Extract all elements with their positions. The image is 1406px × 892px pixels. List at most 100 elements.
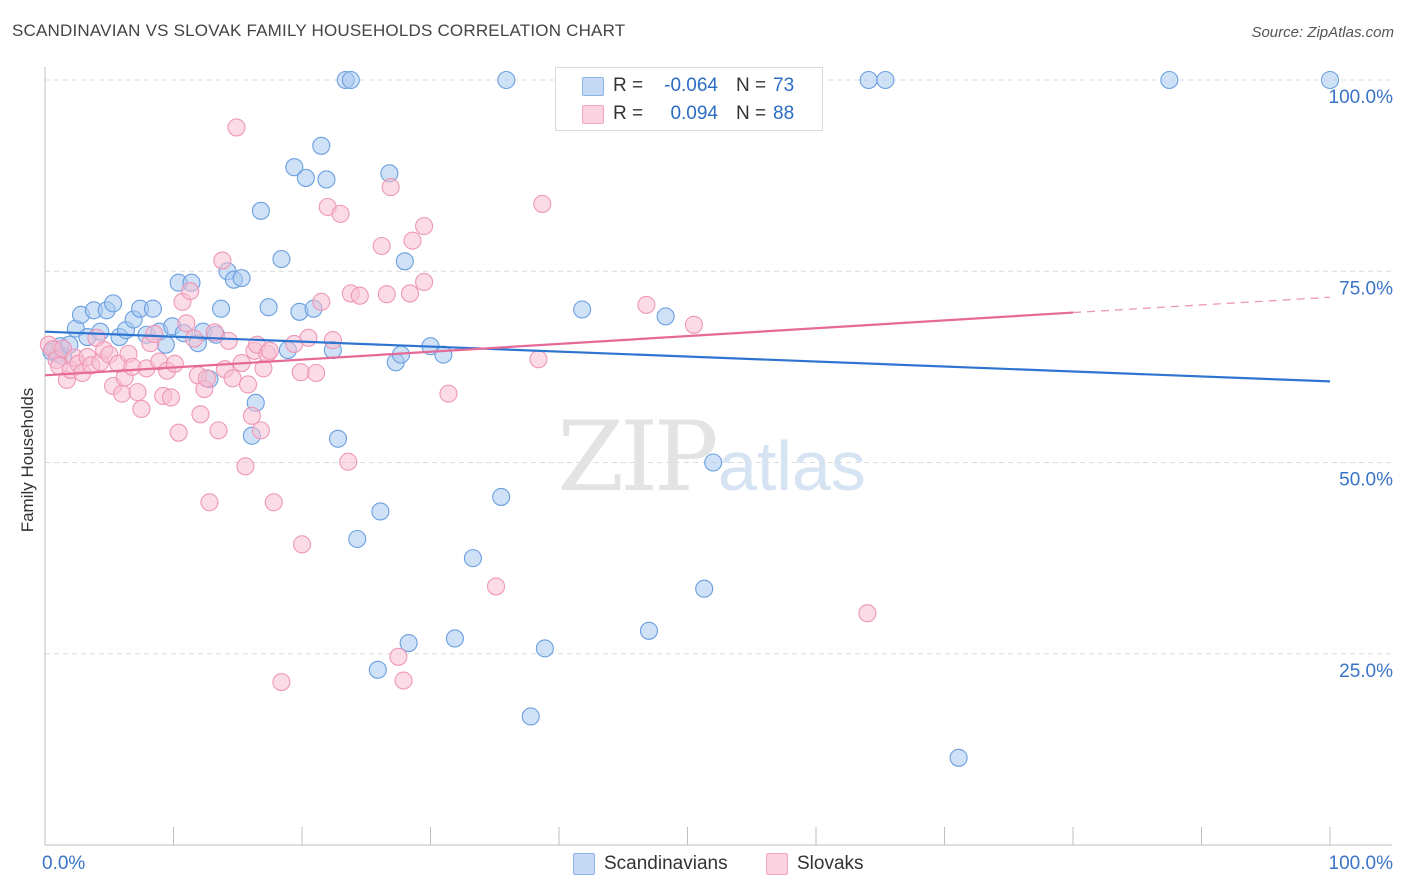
data-point-slovaks: [400, 284, 419, 303]
stats-legend: R = -0.064 N = 73 R = 0.094 N = 88: [555, 67, 823, 131]
data-point-slovaks: [213, 251, 232, 270]
data-point-scandinavians: [876, 70, 895, 90]
data-point-slovaks: [292, 535, 312, 554]
data-point-scandinavians: [492, 487, 511, 506]
trend-line-slovaks: [44, 311, 1074, 377]
data-point-slovaks: [251, 421, 270, 440]
trend-lines: [44, 296, 1331, 383]
data-point-slovaks: [372, 236, 391, 256]
data-point-slovaks: [219, 331, 238, 350]
data-point-slovaks: [339, 452, 358, 471]
legend-label-slovaks: Slovaks: [797, 853, 864, 874]
data-point-scandinavians: [949, 748, 968, 767]
data-point-scandinavians: [497, 70, 516, 90]
legend-n-label: N =: [736, 75, 767, 96]
data-point-scandinavians: [704, 453, 723, 472]
data-point-slovaks: [238, 375, 258, 394]
legend-swatch-slovaks: [766, 853, 788, 875]
data-point-slovaks: [227, 118, 246, 137]
data-point-slovaks: [223, 369, 242, 388]
data-point-slovaks: [377, 285, 396, 304]
watermark-zip: ZIP: [557, 401, 716, 513]
data-point-slovaks: [291, 363, 310, 382]
data-points: [39, 70, 1340, 767]
data-point-slovaks: [260, 341, 279, 360]
data-point-slovaks: [165, 354, 184, 373]
data-point-slovaks: [177, 314, 196, 333]
axes: [44, 67, 1392, 846]
tick-labels: 25.0% 50.0% 75.0% 100.0% 0.0% 100.0%: [42, 87, 1393, 874]
source-label: Source: ZipAtlas.com: [1251, 24, 1394, 41]
data-point-slovaks: [350, 286, 369, 305]
y-tick-label: 75.0%: [1339, 278, 1393, 299]
data-point-scandinavians: [285, 158, 304, 177]
data-point-scandinavians: [573, 300, 592, 319]
legend-row-slovaks: R = 0.094 N = 88: [556, 100, 822, 128]
data-point-slovaks: [533, 194, 552, 213]
data-point-slovaks: [145, 324, 164, 344]
data-point-slovaks: [209, 421, 228, 440]
data-point-scandinavians: [1160, 70, 1179, 90]
data-point-scandinavians: [656, 307, 675, 326]
legend-row-scandinavians: R = -0.064 N = 73: [556, 72, 822, 100]
data-point-scandinavians: [445, 629, 464, 648]
data-point-slovaks: [132, 399, 151, 419]
data-point-scandinavians: [1320, 70, 1340, 90]
data-point-scandinavians: [348, 529, 367, 549]
data-point-slovaks: [331, 204, 350, 223]
data-point-scandinavians: [535, 639, 554, 658]
data-point-slovaks: [191, 405, 210, 424]
data-point-slovaks: [242, 406, 261, 425]
data-point-scandinavians: [859, 70, 878, 90]
y-tick-label: 25.0%: [1339, 661, 1393, 682]
data-point-slovaks: [197, 369, 216, 388]
data-point-scandinavians: [371, 502, 390, 521]
data-point-scandinavians: [368, 660, 387, 679]
watermark-atlas: atlas: [718, 427, 866, 505]
trend-line-scandinavians: [44, 330, 1331, 383]
data-point-scandinavians: [639, 621, 659, 640]
data-point-slovaks: [299, 328, 318, 347]
data-point-slovaks: [169, 423, 188, 442]
data-point-slovaks: [181, 282, 200, 301]
data-point-scandinavians: [328, 429, 348, 448]
data-point-slovaks: [312, 292, 331, 311]
data-point-slovaks: [128, 383, 147, 402]
data-point-scandinavians: [521, 707, 540, 726]
data-point-scandinavians: [317, 170, 336, 189]
data-point-slovaks: [264, 493, 283, 512]
legend-swatch-scandinavians: [582, 77, 604, 96]
data-point-slovaks: [205, 323, 224, 342]
data-point-scandinavians: [341, 70, 360, 90]
y-axis-label: Family Households: [18, 387, 37, 533]
legend-n-value: 73: [773, 75, 795, 96]
data-point-slovaks: [637, 295, 656, 314]
legend-label-scandinavians: Scandinavians: [604, 853, 728, 874]
data-point-scandinavians: [259, 298, 278, 317]
x-tick-label-right: 100.0%: [1329, 853, 1394, 874]
data-point-scandinavians: [143, 299, 162, 318]
data-point-slovaks: [439, 384, 458, 403]
trend-line-extension-slovaks: [1072, 296, 1331, 314]
data-point-slovaks: [858, 604, 877, 623]
data-point-slovaks: [529, 350, 548, 369]
data-point-slovaks: [236, 457, 255, 476]
chart-title: SCANDINAVIAN VS SLOVAK FAMILY HOUSEHOLDS…: [12, 21, 626, 40]
legend-swatch-slovaks: [582, 105, 604, 124]
series-slovaks: [39, 118, 877, 692]
data-point-slovaks: [684, 315, 703, 334]
data-point-scandinavians: [211, 299, 231, 318]
data-point-scandinavians: [434, 345, 453, 364]
y-tick-label: 50.0%: [1339, 470, 1393, 491]
legend-r-value: -0.064: [664, 75, 718, 96]
legend-n-value: 88: [773, 103, 795, 124]
legend-swatch-scandinavians: [573, 853, 595, 875]
data-point-slovaks: [161, 388, 180, 407]
watermark: ZIP atlas: [557, 401, 865, 513]
y-tick-label: 100.0%: [1329, 87, 1394, 108]
data-point-scandinavians: [695, 579, 714, 598]
legend-r-value: 0.094: [670, 103, 718, 124]
legend-r-label: R =: [613, 75, 644, 96]
data-point-slovaks: [272, 673, 291, 692]
